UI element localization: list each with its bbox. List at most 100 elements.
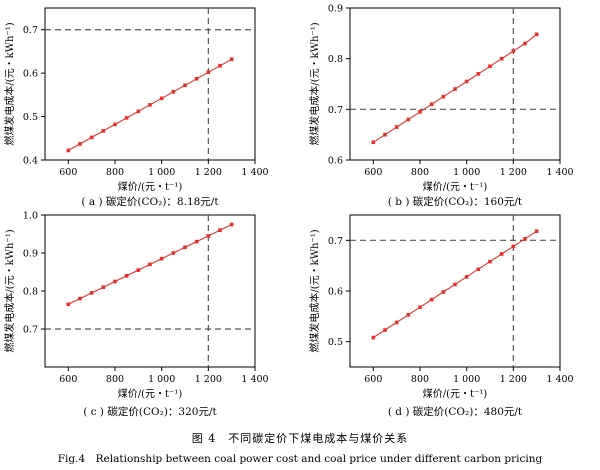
panel-caption-a: ( a ) 碳定价(CO₂)：8.18元/t — [81, 195, 219, 208]
x-tick-label: 600 — [59, 374, 77, 385]
y-tick-label: 0.4 — [23, 156, 38, 167]
data-point — [171, 251, 176, 255]
plot-frame — [44, 7, 256, 161]
data-point — [194, 76, 199, 81]
data-point — [394, 125, 399, 129]
data-point — [534, 229, 539, 234]
data-point — [441, 290, 446, 294]
data-point — [218, 63, 222, 68]
plot-frame — [349, 214, 561, 368]
data-point — [394, 320, 399, 325]
panel-caption-b: ( b ) 碳定价(CO₂)：160元/t — [388, 195, 523, 208]
x-tick-label: 1 400 — [241, 374, 268, 385]
data-point — [136, 109, 141, 114]
data-point — [429, 297, 434, 302]
data-point — [453, 87, 457, 91]
chart-panel-d: 600 800 1 000 1 200 1 400 0.5 0.6 0.7 煤价/(元・t⁻¹)… — [308, 214, 574, 418]
x-tick-label: 600 — [364, 374, 382, 385]
y-tick-label: 0.7 — [328, 105, 343, 116]
x-tick-label: 1 000 — [148, 374, 175, 385]
x-tick-label: 1 400 — [546, 374, 573, 385]
x-tick-label: 1 400 — [241, 167, 268, 178]
y-tick-label: 0.9 — [328, 4, 343, 15]
data-point — [464, 79, 469, 84]
y-tick-label: 0.6 — [23, 69, 38, 80]
x-axis-label: 煤价/(元・t⁻¹) — [423, 180, 488, 193]
data-point — [124, 116, 129, 120]
data-point — [171, 90, 176, 94]
data-point — [476, 267, 481, 272]
data-point — [101, 285, 106, 289]
y-tick-label: 0.5 — [23, 112, 38, 123]
x-tick-label: 1 200 — [500, 167, 527, 178]
y-axis-label: 燃煤发电成本/(元・kWh⁻¹) — [308, 229, 321, 352]
data-point — [136, 268, 141, 272]
data-point — [66, 302, 71, 307]
data-point — [523, 41, 527, 46]
data-point — [229, 222, 234, 227]
data-point — [89, 291, 94, 295]
data-point — [429, 102, 434, 107]
data-point — [159, 96, 164, 101]
x-tick-label: 1 000 — [453, 374, 480, 385]
data-point — [148, 262, 152, 267]
data-point — [523, 237, 527, 241]
data-point — [78, 142, 82, 146]
x-tick-label: 600 — [364, 167, 382, 178]
data-point — [113, 279, 117, 284]
data-point — [406, 313, 411, 317]
x-tick-label: 1 200 — [500, 374, 527, 385]
y-axis-label: 燃煤发电成本/(元・kWh⁻¹) — [3, 229, 16, 352]
data-point — [383, 328, 387, 332]
chart-panel-c: 600 800 1 000 1 200 1 400 0.7 0.8 0.9 1.0 煤价/(元・t… — [3, 211, 269, 419]
chart-panel-b: 600 800 1 000 1 200 1 400 0.6 0.7 0.8 0.9 煤价/(元・t… — [308, 4, 574, 209]
data-point — [418, 110, 422, 114]
y-tick-label: 1.0 — [23, 211, 38, 222]
y-tick-label: 0.8 — [23, 287, 38, 298]
data-point — [194, 239, 199, 244]
y-tick-label: 0.5 — [328, 337, 343, 348]
x-tick-label: 800 — [106, 167, 124, 178]
data-point — [464, 275, 469, 279]
data-point — [488, 259, 492, 264]
data-point — [476, 72, 481, 76]
data-point — [406, 117, 411, 122]
y-tick-label: 0.6 — [328, 287, 343, 298]
data-point — [66, 148, 71, 153]
y-tick-label: 0.8 — [328, 54, 343, 65]
data-point — [453, 282, 457, 287]
data-point — [183, 83, 187, 88]
y-tick-label: 0.7 — [328, 236, 343, 247]
data-point — [229, 57, 234, 62]
figure-caption-en: Fig.4 Relationship between coal power co… — [58, 453, 543, 465]
x-axis-label: 煤价/(元・t⁻¹) — [118, 180, 183, 193]
data-point — [534, 32, 539, 37]
data-point — [113, 122, 117, 127]
data-point — [499, 56, 504, 61]
y-tick-label: 0.6 — [328, 156, 343, 167]
data-point — [418, 305, 422, 310]
x-axis-label: 煤价/(元・t⁻¹) — [423, 387, 488, 400]
data-point — [383, 132, 387, 137]
chart-panel-a: 600 800 1 000 1 200 1 400 0.4 0.5 0.6 0.7 煤价/(元・t… — [3, 7, 269, 208]
data-point — [206, 70, 211, 75]
data-point — [511, 244, 516, 249]
data-point — [441, 94, 446, 99]
x-tick-label: 800 — [411, 374, 429, 385]
data-point — [511, 49, 516, 53]
figure-caption-cn: 图 4 不同碳定价下煤电成本与煤价关系 — [192, 431, 409, 445]
data-point — [488, 64, 492, 69]
panel-caption-c: ( c ) 碳定价(CO₂)：320元/t — [83, 405, 217, 418]
x-tick-label: 1 200 — [195, 374, 222, 385]
x-axis-label: 煤价/(元・t⁻¹) — [118, 387, 183, 400]
data-point — [101, 129, 106, 133]
data-point — [371, 335, 376, 340]
x-tick-label: 800 — [106, 374, 124, 385]
y-tick-label: 0.7 — [23, 25, 38, 36]
x-tick-label: 1 200 — [195, 167, 222, 178]
data-point — [124, 274, 129, 278]
panel-caption-d: ( d ) 碳定价(CO₂)：480元/t — [388, 405, 523, 418]
data-point — [78, 296, 82, 301]
data-point — [371, 140, 376, 145]
data-point — [183, 245, 187, 250]
